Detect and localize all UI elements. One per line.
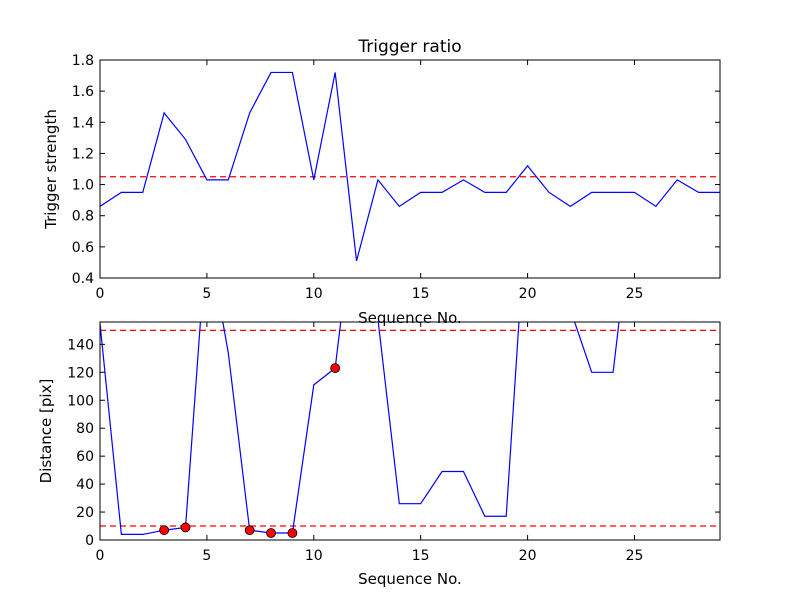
- bottom-x-axis-title: Sequence No.: [358, 570, 462, 588]
- top-y-tick-label: 1.0: [72, 178, 94, 194]
- top-y-tick-label: 1.8: [72, 53, 94, 69]
- bottom-chart: 0 5 10 15 20 25 0 20 40 60 80 100 120 140 Sequence No…: [37, 321, 721, 588]
- top-x-tick-label: 10: [305, 286, 323, 302]
- top-series-line-0: [100, 71, 720, 262]
- top-y-tick-label: 0.4: [72, 271, 94, 287]
- top-y-tick-label: 1.6: [72, 84, 94, 100]
- top-y-tick-label: 0.8: [72, 209, 94, 225]
- bottom-ticks: 0 5 10 15 20 25 0 20 40 60 80 100 120 140: [67, 322, 720, 564]
- bottom-marker-point: [266, 528, 276, 538]
- top-y-tick-label: 0.6: [72, 240, 94, 256]
- top-plot-area: [100, 71, 720, 262]
- bottom-y-tick-label: 80: [76, 421, 94, 437]
- top-axes-frame: [99, 59, 721, 279]
- bottom-y-tick-label: 100: [67, 393, 94, 409]
- top-y-tick-label: 1.4: [72, 115, 94, 131]
- top-ticks: 0 5 10 15 20 25 0.4 0.6 0.8 1.0 1.2 1.4 1.6 1.8: [72, 53, 720, 302]
- bottom-y-tick-label: 20: [76, 505, 94, 521]
- bottom-series-line-0: [100, 322, 620, 536]
- bottom-y-axis-title: Distance [pix]: [37, 379, 55, 484]
- bottom-y-tick-label: 60: [76, 449, 94, 465]
- top-x-tick-label: 0: [96, 286, 105, 302]
- bottom-marker-point: [244, 525, 255, 536]
- bottom-x-tick-label: 15: [412, 548, 430, 564]
- top-x-tick-label: 20: [519, 286, 537, 302]
- top-x-axis-title: Sequence No.: [358, 309, 462, 327]
- bottom-x-tick-label: 25: [626, 548, 644, 564]
- top-y-tick-label: 1.2: [72, 146, 94, 162]
- top-y-axis-title: Trigger strength: [42, 109, 60, 230]
- bottom-marker-point: [287, 528, 298, 538]
- bottom-marker-point: [159, 525, 170, 536]
- top-x-tick-label: 25: [626, 286, 644, 302]
- bottom-y-tick-label: 0: [85, 533, 94, 549]
- top-x-tick-label: 5: [202, 286, 211, 302]
- top-chart: Trigger ratio 0 5 10 15 20 25 0.4 0.6 0.8 1.0 1.2 1…: [42, 37, 721, 327]
- bottom-marker-point: [330, 363, 341, 374]
- bottom-x-tick-label: 20: [519, 548, 537, 564]
- bottom-y-tick-label: 140: [67, 337, 94, 353]
- bottom-y-tick-label: 40: [76, 477, 94, 493]
- bottom-plot-area: [100, 322, 720, 538]
- bottom-y-tick-label: 120: [67, 365, 94, 381]
- bottom-axes-frame: [99, 321, 721, 541]
- bottom-x-tick-label: 0: [96, 548, 105, 564]
- top-chart-title: Trigger ratio: [357, 37, 461, 57]
- top-x-tick-label: 15: [412, 286, 430, 302]
- bottom-marker-point: [180, 522, 191, 533]
- bottom-x-tick-label: 5: [202, 548, 211, 564]
- bottom-x-tick-label: 10: [305, 548, 323, 564]
